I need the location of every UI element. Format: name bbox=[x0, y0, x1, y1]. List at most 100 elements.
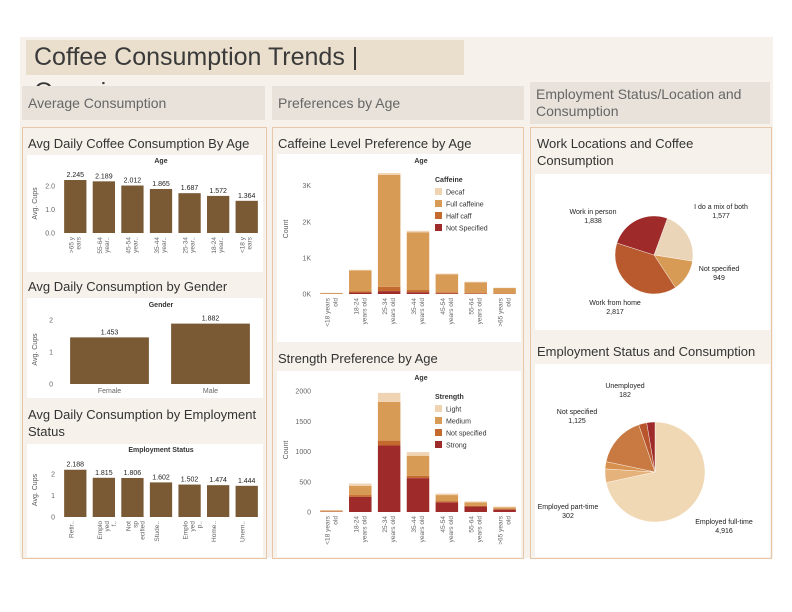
stacked-bar-segment bbox=[349, 292, 372, 294]
x-tick-label: years old bbox=[390, 516, 397, 543]
x-tick-label: years old bbox=[477, 516, 484, 543]
slice-name-label: Work in person bbox=[570, 209, 617, 216]
section-average-consumption: Average Consumption bbox=[22, 86, 265, 120]
data-label: 1.502 bbox=[181, 477, 199, 484]
pie-slice bbox=[646, 421, 656, 473]
bar bbox=[64, 469, 87, 517]
section-preferences-by-age: Preferences by Age bbox=[272, 86, 524, 120]
bar bbox=[171, 323, 250, 384]
data-label: 1.815 bbox=[95, 470, 113, 477]
legend-item: Decaf bbox=[446, 190, 464, 197]
stacked-bar-segment bbox=[435, 501, 459, 503]
stacked-bar-segment bbox=[406, 232, 430, 291]
bar bbox=[92, 477, 115, 517]
stacked-bar-segment bbox=[349, 485, 372, 496]
x-tick-label: year.. bbox=[161, 237, 168, 253]
stacked-bar-segment bbox=[464, 282, 487, 294]
section-employment-location: Employment Status/Location and Consumpti… bbox=[530, 82, 770, 124]
stacked-bar-segment bbox=[435, 274, 459, 293]
x-tick-label: old bbox=[506, 298, 513, 307]
legend-title: Strength bbox=[435, 394, 464, 401]
data-label: 1.474 bbox=[209, 477, 227, 484]
x-tick-label: Home.. bbox=[211, 521, 218, 542]
stacked-bar-segment bbox=[377, 291, 401, 294]
y-tick-label: 1 bbox=[51, 493, 55, 500]
stacked-bar-segment bbox=[435, 293, 459, 294]
x-tick-label: ecified bbox=[139, 521, 146, 540]
y-tick-label: 500 bbox=[299, 479, 311, 486]
x-tick-label: 25-34 bbox=[382, 298, 389, 315]
pie-slice bbox=[605, 421, 706, 523]
x-tick-label: 35-44 bbox=[154, 237, 161, 254]
x-tick-label: years old bbox=[448, 298, 455, 325]
x-tick-label: >65 years bbox=[498, 297, 505, 326]
x-tick-label: >65 years bbox=[498, 515, 505, 544]
stacked-bar-segment bbox=[377, 174, 401, 287]
x-tick-label: years old bbox=[361, 516, 368, 543]
slice-name-label: Unemployed bbox=[605, 383, 644, 390]
y-tick-label: 2000 bbox=[295, 389, 311, 396]
y-tick-label: 0 bbox=[49, 382, 53, 389]
slice-value-label: 182 bbox=[619, 392, 631, 399]
slice-name-label: I do a mix of both bbox=[694, 204, 748, 211]
x-tick-label: 55-64 bbox=[97, 237, 104, 254]
data-label: 1.687 bbox=[181, 185, 199, 192]
data-label: 1.444 bbox=[238, 478, 256, 485]
bar bbox=[92, 181, 115, 233]
bar bbox=[64, 180, 87, 233]
stacked-bar-segment bbox=[377, 173, 401, 175]
y-tick-label: 1000 bbox=[295, 449, 311, 456]
x-tick-label: p.. bbox=[197, 521, 204, 528]
y-axis-label: Avg. Cups bbox=[32, 333, 39, 366]
data-label: 1.882 bbox=[202, 316, 220, 323]
data-label: 1.572 bbox=[209, 188, 227, 195]
y-axis-label: Count bbox=[283, 220, 290, 239]
slice-value-label: 1,838 bbox=[584, 218, 602, 225]
chart-header: Age bbox=[414, 158, 427, 165]
stacked-bar-segment bbox=[349, 495, 372, 497]
x-tick-label: ears bbox=[247, 236, 254, 249]
legend-item: Not specified bbox=[446, 431, 487, 438]
y-tick-label: 2.0 bbox=[45, 183, 55, 190]
chart-title-caffeine-by-age: Caffeine Level Preference by Age bbox=[278, 136, 472, 151]
y-tick-label: 1.0 bbox=[45, 207, 55, 214]
x-tick-label: 25-34 bbox=[183, 237, 190, 254]
y-axis-label: Avg. Cups bbox=[32, 473, 39, 506]
x-tick-label: <18 years bbox=[324, 297, 331, 326]
bar bbox=[149, 482, 173, 517]
bar bbox=[178, 484, 201, 517]
x-tick-label: old bbox=[506, 516, 513, 525]
x-tick-label: old bbox=[332, 298, 339, 307]
stacked-bar-segment bbox=[377, 440, 401, 446]
x-tick-label: 55-64 bbox=[469, 516, 476, 533]
x-tick-label: Emplo bbox=[97, 521, 104, 540]
stacked-bar-segment bbox=[493, 507, 516, 510]
chart-avg-by-employment: Employment Status Avg. Cups 0 1 2 2.188 Retir.… bbox=[32, 447, 258, 542]
x-tick-label: 55-64 bbox=[469, 298, 476, 315]
x-tick-label: 45-54 bbox=[125, 237, 132, 254]
stacked-bar-segment bbox=[406, 455, 430, 476]
y-tick-label: 0 bbox=[51, 515, 55, 522]
x-tick-label: year.. bbox=[190, 237, 197, 253]
bar bbox=[70, 337, 149, 384]
chart-header: Gender bbox=[149, 302, 174, 309]
data-label: 2.012 bbox=[124, 178, 142, 185]
chart-area-avg-by-employment: Employment Status Avg. Cups 0 1 2 2.188 Retir.… bbox=[27, 444, 263, 557]
x-tick-label: yed bbox=[190, 521, 197, 532]
stacked-bar-segment bbox=[377, 401, 401, 441]
x-tick-label: 45-54 bbox=[440, 516, 447, 533]
data-label: 1.806 bbox=[124, 470, 142, 477]
chart-title-employment-status: Employment Status and Consumption bbox=[537, 344, 756, 359]
slice-name-label: Not specified bbox=[557, 409, 598, 416]
y-tick-label: 2 bbox=[51, 471, 55, 478]
stacked-bar-segment bbox=[406, 292, 430, 294]
legend-title: Caffeine bbox=[435, 177, 463, 184]
pie-slice bbox=[616, 215, 668, 256]
x-tick-label: year.. bbox=[104, 237, 111, 253]
stacked-bar-segment bbox=[406, 478, 430, 512]
y-tick-label: 2K bbox=[302, 219, 311, 226]
y-tick-label: 0K bbox=[302, 292, 311, 299]
chart-employment-status: Employed full-time 4,916 Employed part-tim… bbox=[538, 383, 753, 535]
chart-title-avg-by-gender: Avg Daily Consumption by Gender bbox=[28, 279, 228, 294]
